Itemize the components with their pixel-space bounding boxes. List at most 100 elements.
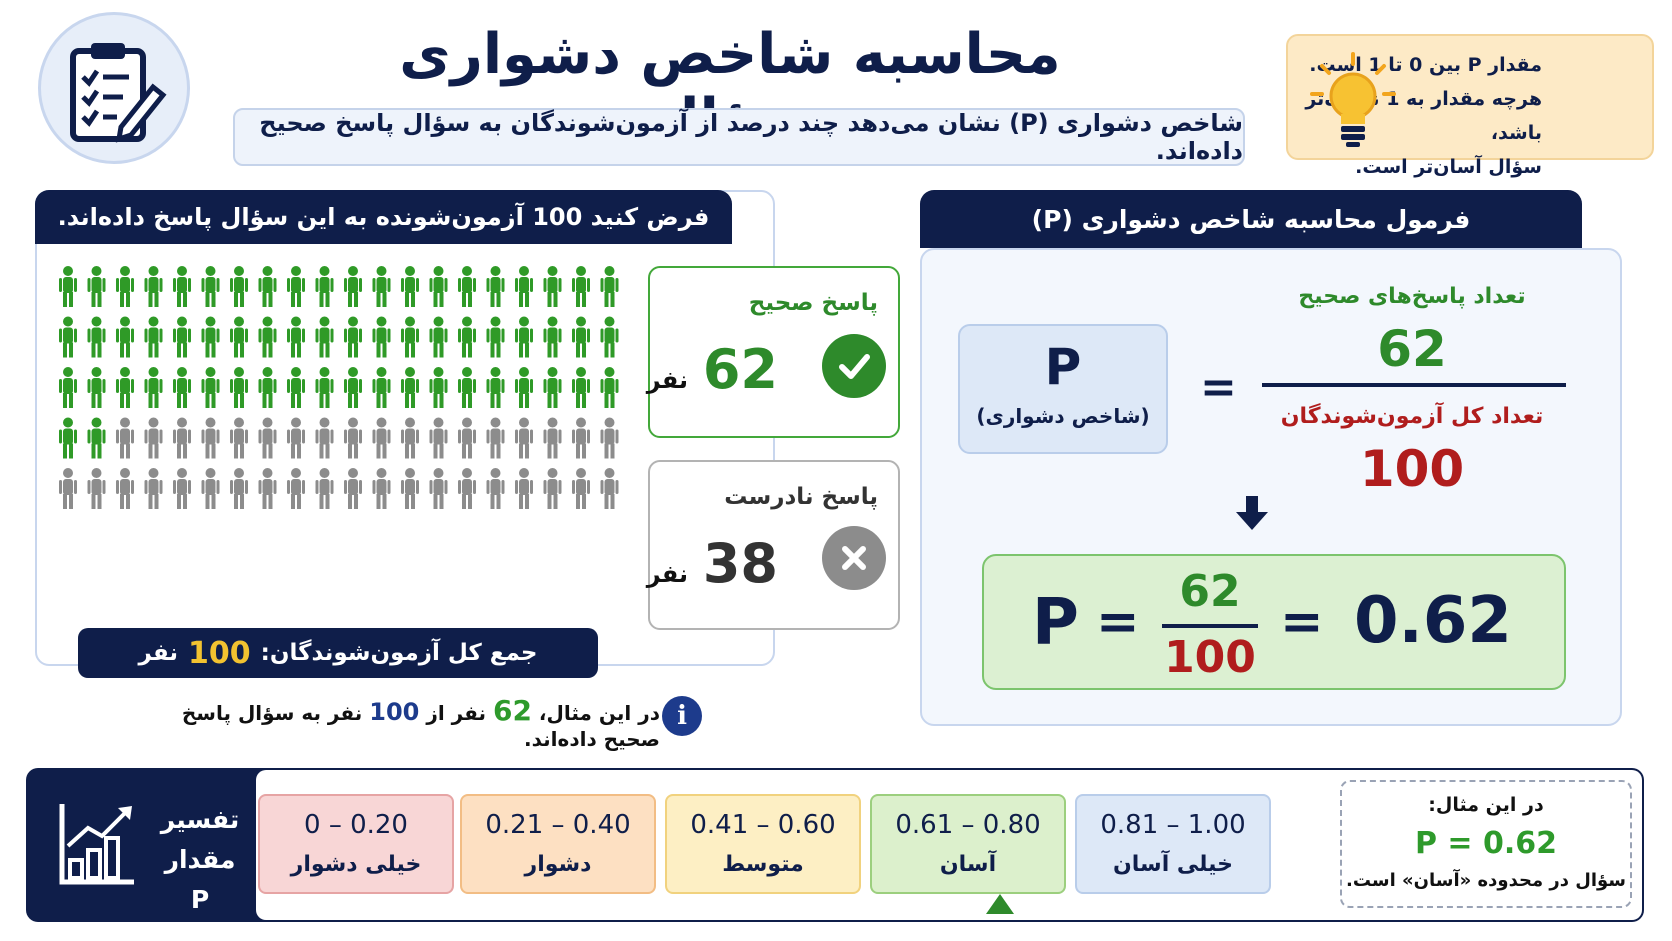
- range-label: متوسط: [722, 852, 804, 877]
- person-icon: [87, 468, 106, 509]
- person-icon: [59, 316, 77, 358]
- person-icon: [543, 468, 562, 509]
- person-icon: [344, 266, 362, 307]
- person-icon: [87, 316, 106, 358]
- person-icon: [458, 367, 476, 408]
- info-note: در این مثال، 62 نفر از 100 نفر به سؤال پ…: [120, 694, 660, 751]
- person-icon: [201, 316, 220, 358]
- equals-sign: =: [1200, 362, 1237, 413]
- correct-count: 62: [702, 338, 778, 401]
- person-icon: [258, 266, 277, 307]
- person-icon: [543, 417, 562, 459]
- current-range-marker: [986, 894, 1014, 914]
- wrong-label: پاسخ نادرست: [724, 484, 878, 510]
- result-box: P = 62 100 = 0.62: [982, 554, 1566, 690]
- people-grid: [59, 266, 619, 509]
- result-denominator: 100: [1164, 632, 1256, 683]
- example-title: در این مثال:: [1428, 794, 1544, 816]
- person-icon: [287, 417, 305, 459]
- person-icon: [572, 266, 590, 307]
- fraction-line: [1262, 383, 1566, 387]
- person-icon: [315, 316, 334, 358]
- info-mid: نفر از: [426, 701, 487, 725]
- person-icon: [429, 316, 448, 358]
- person-icon: [287, 266, 305, 307]
- clipboard-icon: [70, 43, 167, 143]
- result-equals: =: [1096, 592, 1140, 652]
- tip-box: مقدار P بین 0 تا 1 است. هرچه مقدار به 1 …: [1286, 34, 1654, 178]
- person-icon: [515, 316, 533, 358]
- person-icon: [344, 468, 362, 509]
- person-icon: [201, 468, 220, 509]
- example-result-box: در این مثال: P = 0.62 سؤال در محدوده «آس…: [1340, 780, 1632, 908]
- denominator-value: 100: [1359, 440, 1465, 498]
- numerator-value: 62: [1377, 320, 1447, 378]
- example-panel-header: فرض کنید 100 آزمون‌شونده به این سؤال پاس…: [35, 190, 732, 244]
- person-icon: [572, 468, 590, 509]
- person-icon: [515, 417, 533, 459]
- person-icon: [144, 316, 163, 358]
- range-value: 0.81 – 1.00: [1100, 810, 1246, 840]
- person-icon: [372, 417, 391, 459]
- person-icon: [258, 367, 277, 408]
- lightbulb-icon: [1310, 52, 1396, 147]
- denominator-label: تعداد کل آزمون‌شوندگان: [1280, 404, 1544, 429]
- person-icon: [458, 316, 476, 358]
- person-icon: [429, 417, 448, 459]
- example-panel-title: فرض کنید 100 آزمون‌شونده به این سؤال پاس…: [57, 203, 710, 231]
- person-icon: [230, 417, 248, 459]
- person-icon: [173, 468, 191, 509]
- person-icon: [230, 316, 248, 358]
- person-icon: [515, 367, 533, 408]
- example-value: P = 0.62: [1414, 826, 1558, 861]
- range-card: 0.21 – 0.40 دشوار: [460, 794, 656, 894]
- result-value: 0.62: [1354, 584, 1512, 658]
- person-icon: [87, 266, 106, 307]
- person-icon: [600, 266, 619, 307]
- person-icon: [344, 417, 362, 459]
- result-equals: =: [1280, 592, 1324, 652]
- person-icon: [287, 316, 305, 358]
- info-correct: 62: [492, 694, 532, 727]
- person-icon: [258, 417, 277, 459]
- person-icon: [173, 266, 191, 307]
- tip-line: سؤال آسان‌تر است.: [1355, 156, 1542, 178]
- wrong-unit: نفر: [646, 560, 688, 588]
- scale-title-line: مقدار P: [164, 845, 236, 914]
- person-icon: [59, 266, 77, 307]
- total-label: جمع کل آزمون‌شوندگان:: [260, 640, 538, 666]
- person-icon: [600, 367, 619, 408]
- person-icon: [116, 417, 134, 459]
- person-icon: [600, 468, 619, 509]
- person-icon: [116, 316, 134, 358]
- person-icon: [315, 417, 334, 459]
- range-label: آسان: [939, 852, 997, 877]
- person-icon: [543, 316, 562, 358]
- person-icon: [600, 417, 619, 459]
- p-description: (شاخص دشواری): [976, 404, 1150, 428]
- person-icon: [230, 266, 248, 307]
- person-icon: [144, 417, 163, 459]
- correct-answers-card: پاسخ صحیح 62 نفر: [646, 266, 900, 438]
- person-icon: [315, 367, 334, 408]
- wrong-answers-card: پاسخ نادرست 38 نفر: [646, 460, 900, 630]
- person-icon: [401, 468, 419, 509]
- info-total: 100: [369, 698, 420, 726]
- range-label: دشوار: [524, 852, 592, 877]
- person-icon: [201, 266, 220, 307]
- person-icon: [401, 266, 419, 307]
- person-icon: [201, 417, 220, 459]
- person-icon: [486, 468, 505, 509]
- tip-text: مقدار P بین 0 تا 1 است. هرچه مقدار به 1 …: [1292, 48, 1542, 184]
- person-icon: [486, 316, 505, 358]
- person-icon: [59, 367, 77, 408]
- range-value: 0.41 – 0.60: [690, 810, 836, 840]
- person-icon: [515, 266, 533, 307]
- subtitle-banner: شاخص دشواری (P) نشان می‌دهد چند درصد از …: [233, 108, 1245, 166]
- person-icon: [59, 417, 77, 459]
- person-icon: [59, 468, 77, 509]
- result-p: P: [1032, 586, 1079, 660]
- person-icon: [486, 266, 505, 307]
- correct-unit: نفر: [646, 366, 688, 394]
- person-icon: [87, 367, 106, 408]
